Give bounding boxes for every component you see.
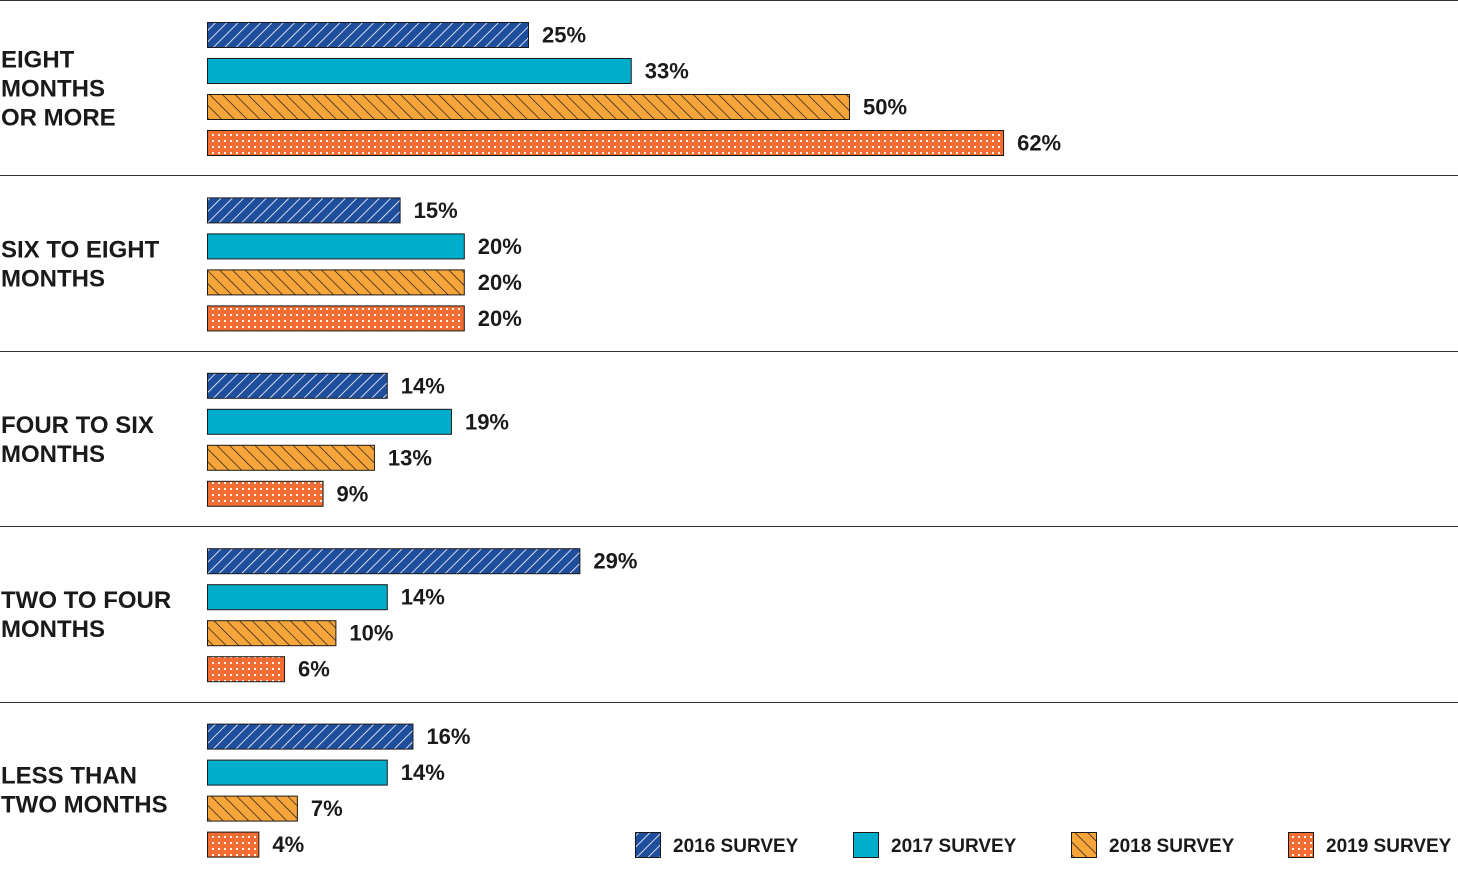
category-label-line: TWO MONTHS [1, 792, 168, 819]
value-label: 20% [478, 270, 522, 295]
value-label: 7% [311, 796, 343, 821]
category-label-line: EIGHT [1, 47, 75, 74]
bar-less-than-two-months-series-4 [207, 831, 260, 858]
legend-label-series-3: 2018 SURVEY [1109, 836, 1235, 857]
value-label: 15% [414, 198, 458, 223]
value-label: 16% [426, 724, 470, 749]
legend-swatch-series-4 [1288, 832, 1314, 858]
bar-six-to-eight-months-series-2 [207, 233, 465, 260]
bar-four-to-six-months-series-4 [207, 480, 324, 507]
bar-eight-months-or-more-series-4 [207, 130, 1005, 156]
bar-eight-months-or-more-series-3 [207, 94, 850, 120]
legend-label-series-2: 2017 SURVEY [891, 836, 1017, 857]
bar-less-than-two-months-series-3 [207, 795, 298, 822]
value-label: 29% [593, 549, 637, 574]
category-label-less-than-two-months: LESS THAN TWO MONTHS [1, 763, 168, 819]
value-label: 14% [401, 585, 445, 610]
bar-less-than-two-months-series-1 [207, 723, 414, 750]
value-label: 25% [542, 23, 586, 48]
category-label-six-to-eight-months: SIX TO EIGHT MONTHS [1, 236, 160, 292]
bar-six-to-eight-months-series-3 [207, 269, 465, 296]
value-label: 4% [272, 832, 304, 857]
value-label: 50% [863, 95, 907, 120]
value-label: 33% [645, 59, 689, 84]
bar-eight-months-or-more-series-2 [207, 58, 632, 84]
category-label-line: MONTHS [1, 441, 105, 468]
value-label: 9% [337, 481, 369, 506]
bar-four-to-six-months-series-2 [207, 408, 452, 435]
bar-four-to-six-months-series-1 [207, 372, 388, 399]
category-label-four-to-six-months: FOUR TO SIX MONTHS [1, 412, 154, 468]
value-label: 20% [478, 306, 522, 331]
value-label: 19% [465, 409, 509, 434]
legend-swatch-series-3 [1071, 832, 1097, 858]
category-label-line: MONTHS [1, 265, 105, 292]
category-label-line: MONTHS [1, 76, 105, 103]
legend-swatch-series-1 [635, 832, 661, 858]
bar-six-to-eight-months-series-4 [207, 305, 465, 332]
bar-two-to-four-months-series-2 [207, 584, 388, 611]
bar-four-to-six-months-series-3 [207, 444, 375, 471]
category-label-line: SIX TO EIGHT [1, 236, 160, 263]
value-label: 10% [349, 621, 393, 646]
bar-two-to-four-months-series-3 [207, 620, 337, 647]
value-label: 62% [1017, 131, 1061, 156]
value-label: 13% [388, 445, 432, 470]
legend-swatch-series-2 [853, 832, 879, 858]
bar-eight-months-or-more-series-1 [207, 22, 529, 48]
value-label: 14% [401, 760, 445, 785]
value-label: 6% [298, 657, 330, 682]
category-label-line: TWO TO FOUR [1, 587, 171, 614]
bar-two-to-four-months-series-4 [207, 656, 286, 683]
value-label: 14% [401, 373, 445, 398]
legend-label-series-1: 2016 SURVEY [673, 836, 799, 857]
bar-less-than-two-months-series-2 [207, 759, 388, 786]
value-label: 20% [478, 234, 522, 259]
category-label-line: MONTHS [1, 616, 105, 643]
category-label-line: OR MORE [1, 105, 116, 132]
category-label-line: LESS THAN [1, 763, 137, 790]
bar-two-to-four-months-series-1 [207, 548, 581, 575]
category-label-eight-months-or-more: EIGHT MONTHS OR MORE [1, 47, 116, 132]
legend-label-series-4: 2019 SURVEY [1326, 836, 1452, 857]
category-label-two-to-four-months: TWO TO FOUR MONTHS [1, 587, 171, 643]
category-label-line: FOUR TO SIX [1, 412, 154, 439]
bar-six-to-eight-months-series-1 [207, 197, 401, 224]
